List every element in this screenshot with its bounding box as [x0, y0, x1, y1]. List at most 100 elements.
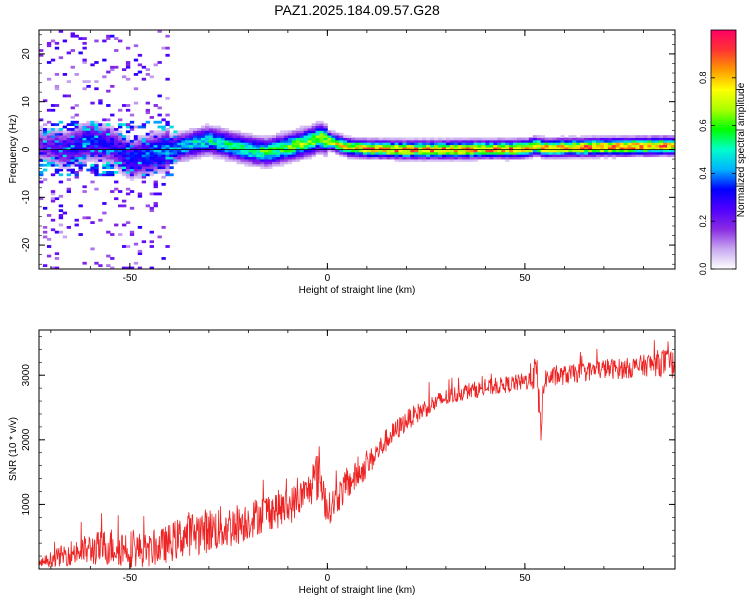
spectrogram-cell: [181, 139, 186, 143]
spectrogram-cell: [106, 142, 111, 146]
spectrogram-cell: [615, 137, 621, 141]
spectrogram-cell: [410, 154, 415, 158]
spectrogram-cell: [572, 137, 577, 141]
spectrogram-cell: [410, 144, 415, 148]
spectrogram-cell: [106, 130, 111, 134]
spectrogram-cell: [659, 135, 664, 138]
spectrogram-cell: [185, 144, 190, 148]
spectrogram-cell: [66, 147, 71, 150]
spectrogram-cell: [505, 144, 510, 148]
spectrogram-cell: [556, 137, 561, 141]
spectrogram-cell: [42, 127, 48, 131]
spectrogram-cell: [477, 156, 482, 160]
spectrogram-cell: [374, 151, 380, 155]
spectrogram-cell: [121, 163, 127, 167]
spectrogram-cell: [82, 80, 87, 83]
spectrogram-cell: [627, 149, 632, 153]
spectrogram-cell: [430, 137, 435, 141]
spectrogram-cell: [50, 197, 56, 201]
spectrogram-cell: [125, 156, 131, 160]
spectrogram-cell: [54, 46, 60, 50]
spectrogram-cell: [232, 132, 237, 136]
spectrogram-cell: [414, 159, 419, 162]
spectrogram-cell: [149, 173, 154, 177]
spectrogram-cell: [635, 137, 640, 141]
snr-x-tick-label: 50: [519, 573, 531, 584]
spectrogram-cell: [671, 154, 675, 158]
spectrogram-cell: [212, 137, 218, 141]
spectrogram-cell: [264, 166, 269, 170]
spectrogram-cell: [299, 125, 305, 129]
spectrogram-cell: [90, 159, 95, 162]
spectrogram-cell: [50, 108, 56, 112]
spectrogram-cell: [528, 137, 534, 141]
spectrogram-cell: [520, 144, 526, 148]
spectrogram-cell: [50, 156, 56, 160]
spectrogram-cell: [374, 156, 380, 160]
spectrogram-cell: [189, 137, 194, 141]
spectrogram-cell: [141, 156, 147, 160]
spectrogram-cell: [283, 147, 289, 150]
spectrogram-cell: [493, 151, 498, 155]
spectrogram-cell: [161, 154, 166, 158]
spectrogram-cell: [70, 132, 75, 136]
spectrogram-cell: [70, 135, 75, 138]
spectrogram-cell: [382, 156, 388, 160]
spectrogram-cell: [276, 137, 281, 141]
spectrogram-cell: [98, 142, 103, 146]
spectrogram-cell: [173, 132, 178, 136]
spectrogram-cell: [291, 139, 297, 143]
spectrogram-cell: [82, 216, 87, 220]
spectrogram-cell: [125, 221, 131, 224]
spectrogram-cell: [437, 137, 443, 141]
spectrogram-cell: [110, 132, 115, 136]
spectrogram-cell: [82, 149, 87, 153]
colorbar-tick-label: 0.4: [698, 167, 708, 180]
spectrogram-cell: [236, 161, 241, 165]
spectrogram-cell: [216, 139, 222, 143]
spectrogram-cell: [548, 137, 553, 141]
spectrogram-cell: [118, 204, 123, 208]
spectrogram-cell: [378, 149, 384, 153]
spectrogram-cell: [54, 73, 60, 76]
spectrogram-cell: [453, 139, 459, 143]
spectrogram-cell: [576, 139, 581, 143]
spectrogram-cell: [94, 147, 99, 150]
spectrogram-cell: [133, 147, 139, 150]
spectrogram-cell: [240, 149, 245, 153]
spectrogram-cell: [374, 154, 380, 158]
spectrogram-cell: [173, 144, 178, 148]
spectrogram-cell: [319, 127, 324, 131]
spectrogram-cell: [295, 159, 301, 162]
spectrogram-cell: [58, 173, 64, 177]
spectrogram-cell: [157, 142, 162, 146]
spectrogram-cell: [149, 116, 154, 119]
spectrogram-cell: [102, 151, 107, 155]
spectrogram-cell: [94, 149, 99, 153]
spectrogram-cell: [370, 144, 376, 148]
spectrogram-cell: [58, 161, 64, 165]
spectrogram-cell: [493, 147, 498, 150]
spectrogram-cell: [169, 159, 174, 162]
spectrogram-cell: [639, 144, 644, 148]
spectrogram-cell: [540, 147, 546, 150]
spectrogram-cell: [66, 151, 71, 155]
spectrogram-cell: [54, 144, 60, 148]
spectrogram-cell: [509, 137, 514, 141]
spectrogram-cell: [524, 144, 530, 148]
spectrogram-cell: [378, 151, 384, 155]
spectrogram-cell: [244, 163, 249, 167]
spectrogram-cell: [576, 144, 581, 148]
spectrogram-cell: [129, 147, 135, 150]
snr-x-axis-label: Height of straight line (km): [299, 585, 416, 596]
spectrogram-cell: [153, 130, 158, 134]
spectrogram-cell: [114, 142, 119, 146]
spectrogram-cell: [252, 135, 257, 138]
spectrogram-cell: [70, 65, 75, 69]
spectrogram-cell: [42, 123, 48, 126]
spectrogram-cell: [386, 149, 391, 153]
spectrogram-cell: [445, 137, 451, 141]
spectrogram-cell: [110, 154, 115, 158]
spectrogram-cell: [193, 147, 198, 150]
spectrogram-cell: [157, 156, 162, 160]
